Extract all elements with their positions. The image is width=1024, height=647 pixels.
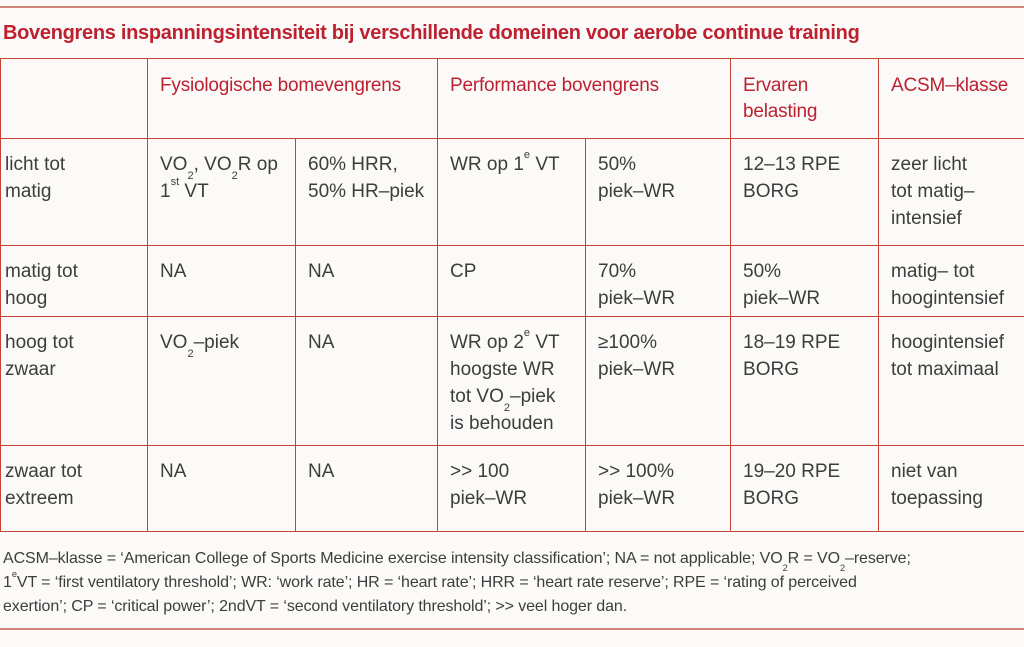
cell-fysiologisch-1: NA bbox=[148, 246, 296, 317]
cell-fysiologisch-2: NA bbox=[296, 246, 438, 317]
header-row: Fysiologische bomevengrens Performance b… bbox=[1, 59, 1024, 139]
footnote: ACSM–klasse = ‘American College of Sport… bbox=[3, 547, 1024, 619]
cell-performance-2: ≥100%piek–WR bbox=[586, 317, 731, 446]
page: Bovengrens inspanningsintensiteit bij ve… bbox=[0, 6, 1024, 630]
bottom-rule bbox=[0, 628, 1024, 630]
col-header-performance-bovengrens: Performance bovengrens bbox=[438, 59, 731, 139]
corner-cell bbox=[1, 59, 148, 139]
page-title: Bovengrens inspanningsintensiteit bij ve… bbox=[3, 21, 1024, 46]
col-header-fysiologische-bovengrens: Fysiologische bomevengrens bbox=[148, 59, 438, 139]
intensity-table: Fysiologische bomevengrens Performance b… bbox=[0, 58, 1024, 532]
cell-fysiologisch-2: 60% HRR,50% HR–piek bbox=[296, 139, 438, 246]
cell-performance-1: CP bbox=[438, 246, 586, 317]
cell-performance-2: 50%piek–WR bbox=[586, 139, 731, 246]
cell-fysiologisch-2: NA bbox=[296, 317, 438, 446]
col-header-acsm-klasse: ACSM–klasse bbox=[879, 59, 1024, 139]
top-rule bbox=[0, 6, 1024, 8]
cell-performance-2: >> 100%piek–WR bbox=[586, 446, 731, 532]
cell-performance-1: WR op 1e VT bbox=[438, 139, 586, 246]
cell-fysiologisch-1: VO2–piek bbox=[148, 317, 296, 446]
cell-performance-2: 70%piek–WR bbox=[586, 246, 731, 317]
cell-ervaren-belasting: 50%piek–WR bbox=[731, 246, 879, 317]
cell-fysiologisch-2: NA bbox=[296, 446, 438, 532]
cell-fysiologisch-1: NA bbox=[148, 446, 296, 532]
